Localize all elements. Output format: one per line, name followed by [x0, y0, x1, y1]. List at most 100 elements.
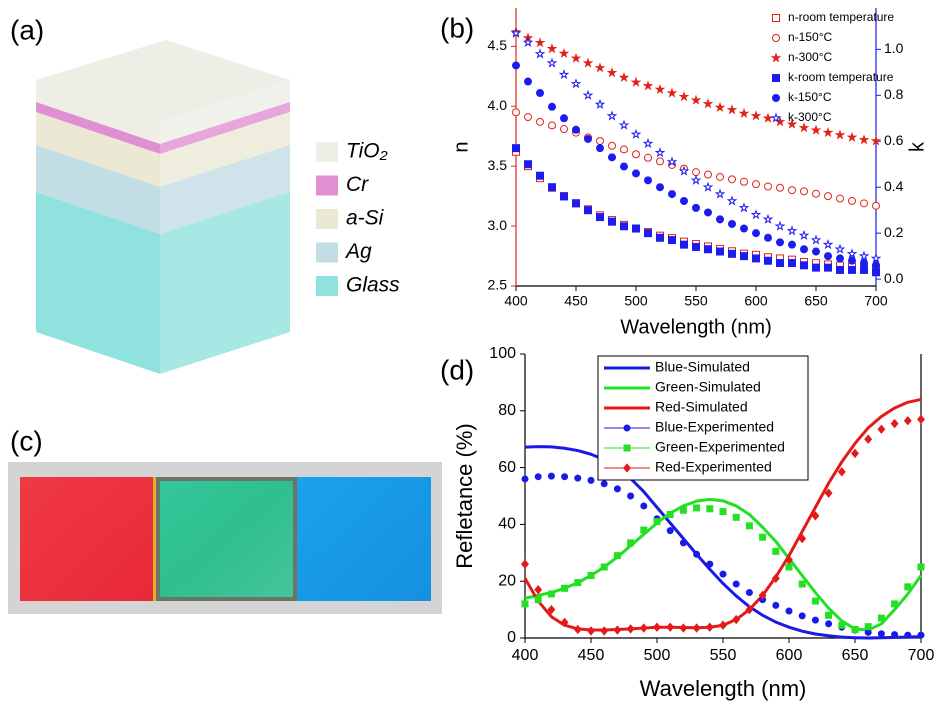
marker-star — [572, 54, 580, 61]
marker-circle — [562, 474, 568, 480]
legend-label: k-150°C — [788, 90, 832, 104]
legend-label: n-300°C — [788, 50, 832, 64]
marker-circle — [741, 178, 748, 185]
y2-tick-label: 0.8 — [884, 86, 904, 102]
marker-square — [597, 214, 604, 221]
marker-square — [918, 564, 924, 570]
marker-square — [573, 200, 580, 207]
marker-circle — [799, 613, 805, 619]
marker-square — [561, 193, 568, 200]
marker-square — [789, 260, 796, 267]
marker-circle — [813, 248, 820, 255]
marker-star — [836, 245, 844, 252]
marker-square — [905, 584, 911, 590]
marker-star — [632, 78, 640, 85]
marker-square — [624, 445, 630, 451]
marker-square — [746, 523, 752, 529]
marker-circle — [537, 90, 544, 97]
page: TiO₂Cra-SiAgGlass (a) (c) (b)40045050055… — [0, 0, 935, 705]
marker-square — [826, 612, 832, 618]
marker-star — [536, 39, 544, 46]
marker-circle — [549, 103, 556, 110]
marker-star — [644, 140, 652, 147]
marker-star — [752, 112, 760, 119]
marker-circle — [729, 176, 736, 183]
legend-label: Red-Experimented — [655, 459, 772, 475]
marker-circle — [573, 126, 580, 133]
marker-square — [873, 269, 880, 276]
marker-diamond — [905, 417, 912, 425]
marker-star — [536, 50, 544, 57]
marker-square — [717, 248, 724, 255]
x-tick-label: 550 — [710, 647, 737, 664]
marker-star — [584, 59, 592, 66]
marker-square — [535, 597, 541, 603]
marker-diamond — [878, 425, 885, 433]
marker-square — [609, 218, 616, 225]
marker-star — [596, 64, 604, 71]
marker-square — [645, 230, 652, 237]
y-axis-label: Refletance (%) — [452, 423, 477, 569]
y2-tick-label: 0.6 — [884, 132, 904, 148]
marker-circle — [733, 581, 739, 587]
marker-circle — [861, 200, 868, 207]
y-tick-label: 4.5 — [488, 37, 508, 53]
legend-label: k-300°C — [788, 110, 832, 124]
y-tick-label: 80 — [498, 402, 516, 419]
panel-label: (b) — [440, 12, 474, 43]
photo — [8, 462, 442, 614]
marker-circle — [849, 197, 856, 204]
legend-swatch — [316, 209, 338, 229]
marker-star — [716, 190, 724, 197]
marker-circle — [705, 209, 712, 216]
marker-diamond — [614, 626, 621, 634]
marker-circle — [633, 151, 640, 158]
marker-square — [657, 234, 664, 241]
marker-circle — [717, 216, 724, 223]
y-tick-label: 3.0 — [488, 217, 508, 233]
marker-square — [773, 15, 780, 22]
legend-label: n-room temperature — [788, 10, 894, 24]
marker-circle — [575, 475, 581, 481]
y-tick-label: 40 — [498, 516, 516, 533]
y-tick-label: 3.5 — [488, 157, 508, 173]
sample-edge — [153, 477, 156, 601]
marker-circle — [513, 62, 520, 69]
marker-diamond — [641, 624, 648, 632]
marker-circle — [525, 114, 532, 121]
y-tick-label: 0 — [507, 629, 516, 646]
marker-square — [861, 266, 868, 273]
marker-star — [860, 252, 868, 259]
marker-star — [740, 204, 748, 211]
marker-square — [812, 598, 818, 604]
marker-circle — [873, 202, 880, 209]
marker-square — [601, 564, 607, 570]
marker-square — [654, 519, 660, 525]
y2-tick-label: 0.2 — [884, 224, 904, 240]
marker-circle — [609, 154, 616, 161]
marker-circle — [633, 170, 640, 177]
y-tick-label: 4.0 — [488, 97, 508, 113]
marker-circle — [513, 109, 520, 116]
marker-square — [705, 246, 712, 253]
marker-square — [720, 509, 726, 515]
marker-square — [837, 266, 844, 273]
marker-square — [575, 580, 581, 586]
marker-circle — [680, 540, 686, 546]
marker-square — [813, 264, 820, 271]
x-tick-label: 450 — [564, 293, 588, 309]
marker-star — [704, 100, 712, 107]
marker-square — [693, 243, 700, 250]
marker-square — [588, 573, 594, 579]
marker-diamond — [918, 415, 925, 423]
marker-star — [812, 236, 820, 243]
marker-diamond — [522, 560, 529, 568]
marker-star — [560, 50, 568, 57]
x-tick-label: 700 — [864, 293, 888, 309]
legend-label: TiO₂ — [346, 140, 388, 163]
marker-circle — [773, 35, 780, 42]
marker-square — [760, 534, 766, 540]
marker-circle — [765, 183, 772, 190]
marker-square — [525, 161, 532, 168]
blue-sample — [297, 477, 431, 601]
